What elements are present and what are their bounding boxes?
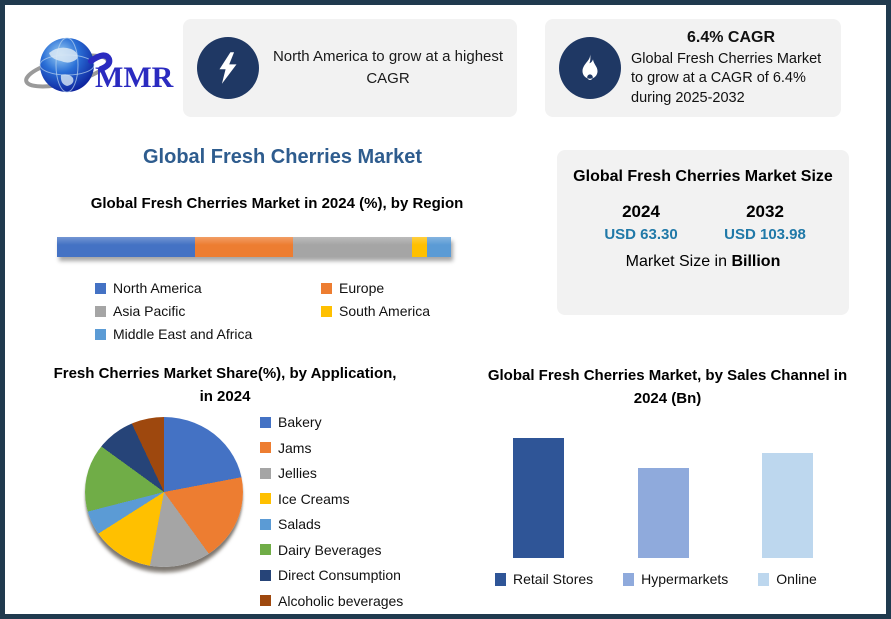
legend-marker-alcoholic-beverages — [260, 595, 271, 606]
highlight-card-north-america: North America to grow at a highest CAGR — [183, 19, 517, 117]
flame-icon — [559, 37, 621, 99]
legend-marker-bakery — [260, 416, 271, 428]
sales-legend: Retail Stores Hypermarkets Online — [495, 571, 817, 587]
sales-bar-retail-stores — [513, 438, 564, 558]
legend-item-hypermarkets: Hypermarkets — [623, 571, 728, 587]
legend-item-asia-pacific: Asia Pacific — [95, 303, 321, 319]
legend-item-alcoholic-beverages: Alcoholic beverages — [260, 593, 403, 609]
region-segment-north-america — [57, 237, 195, 257]
legend-label: Jellies — [278, 465, 317, 481]
legend-label: Direct Consumption — [278, 567, 401, 583]
highlight-right-text: Global Fresh Cherries Market to grow at … — [631, 50, 822, 106]
market-size-footnote: Market Size in Billion — [557, 253, 849, 271]
sales-bar-chart — [513, 433, 813, 558]
application-pie-chart — [85, 417, 243, 567]
region-stacked-bar — [57, 237, 451, 257]
legend-marker-middle-east-and-africa — [95, 328, 106, 340]
legend-item-salads: Salads — [260, 516, 403, 532]
legend-label: Bakery — [278, 414, 322, 430]
legend-item-europe: Europe — [321, 280, 465, 296]
legend-label: South America — [339, 303, 431, 319]
region-segment-europe — [194, 237, 294, 257]
legend-label: Ice Creams — [278, 490, 350, 507]
market-size-value-2032: USD 103.98 — [724, 226, 806, 244]
region-segment-asia-pacific — [293, 237, 412, 257]
legend-marker-online — [758, 572, 770, 586]
highlight-right-title: 6.4% CAGR — [686, 28, 776, 46]
legend-item-direct-consumption: Direct Consumption — [260, 567, 403, 583]
market-size-year-2032: 2032 — [746, 202, 784, 222]
legend-marker-asia-pacific — [95, 305, 106, 317]
legend-label: Asia Pacific — [113, 303, 186, 319]
legend-marker-south-america — [321, 305, 332, 317]
market-size-year-2024: 2024 — [622, 202, 660, 222]
legend-marker-jams — [260, 442, 271, 453]
legend-item-south-america: South America — [321, 303, 465, 319]
application-chart-title: Fresh Cherries Market Share(%), by Appli… — [53, 365, 397, 405]
lightning-icon — [197, 37, 259, 99]
legend-label: North America — [113, 280, 202, 296]
highlight-left-text: North America to grow at a highest CAGR — [272, 48, 504, 87]
market-size-footnote-prefix: Market Size in — [625, 253, 732, 271]
highlight-card-cagr: 6.4% CAGR Global Fresh Cherries Market t… — [545, 19, 841, 117]
mmr-logo: MMR — [21, 31, 181, 103]
market-size-title: Global Fresh Cherries Market Size — [573, 168, 833, 185]
legend-item-jellies: Jellies — [260, 465, 403, 481]
market-size-footnote-unit: Billion — [731, 253, 781, 271]
legend-marker-hypermarkets — [623, 572, 635, 586]
legend-label: Dairy Beverages — [278, 541, 382, 558]
legend-label: Retail Stores — [513, 571, 594, 587]
legend-label: Alcoholic beverages — [278, 592, 404, 609]
market-size-value-2024: USD 63.30 — [604, 226, 678, 244]
legend-marker-retail-stores — [495, 572, 506, 586]
legend-label: Hypermarkets — [641, 571, 729, 587]
legend-label: Europe — [339, 280, 385, 296]
region-segment-middle-east-and-africa — [427, 237, 451, 257]
region-segment-south-america — [411, 237, 428, 257]
legend-item-dairy-beverages: Dairy Beverages — [260, 542, 403, 558]
logo-text: MMR — [95, 61, 174, 94]
region-legend: North America Europe Asia Pacific South Ame… — [95, 280, 465, 342]
globe-icon: MMR — [24, 37, 174, 94]
legend-item-online: Online — [758, 571, 817, 587]
region-chart-title: Global Fresh Cherries Market in 2024 (%)… — [90, 195, 464, 212]
legend-item-middle-east-and-africa: Middle East and Africa — [95, 326, 321, 342]
legend-marker-north-america — [95, 282, 106, 294]
legend-label: Middle East and Africa — [113, 326, 253, 342]
legend-marker-dairy-beverages — [260, 544, 271, 555]
application-legend: Bakery Jams Jellies Ice Creams Salads Dairy B… — [260, 414, 403, 609]
sales-chart-title: Global Fresh Cherries Market, by Sales C… — [487, 367, 848, 407]
legend-item-bakery: Bakery — [260, 414, 403, 430]
legend-label: Jams — [278, 439, 312, 456]
legend-label: Salads — [278, 516, 321, 532]
legend-marker-europe — [321, 282, 332, 294]
sales-bar-online — [762, 453, 813, 558]
legend-marker-jellies — [260, 467, 271, 479]
legend-marker-salads — [260, 518, 271, 530]
legend-label: Online — [776, 571, 817, 587]
legend-item-ice-creams: Ice Creams — [260, 491, 403, 507]
legend-item-retail-stores: Retail Stores — [495, 571, 593, 587]
legend-item-north-america: North America — [95, 280, 321, 296]
market-size-panel: Global Fresh Cherries Market Size 2024 U… — [557, 150, 849, 315]
legend-marker-ice-creams — [260, 493, 271, 504]
legend-item-jams: Jams — [260, 440, 403, 456]
page-title: Global Fresh Cherries Market — [143, 146, 422, 168]
sales-bar-hypermarkets — [637, 468, 689, 558]
legend-marker-direct-consumption — [260, 569, 271, 581]
